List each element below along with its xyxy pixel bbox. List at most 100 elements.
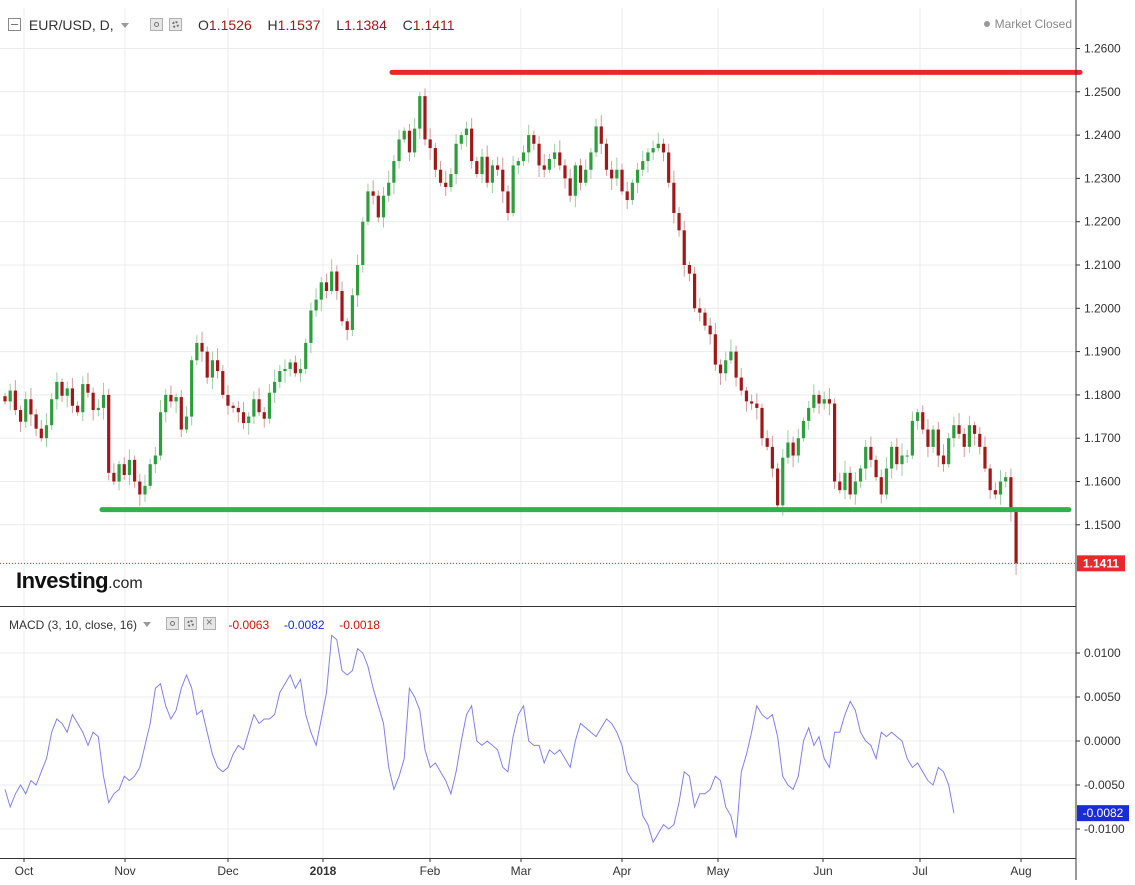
chevron-down-icon[interactable] — [143, 622, 152, 627]
x-tick-label: Nov — [114, 864, 135, 878]
high-label: H — [267, 17, 278, 33]
candle-body — [241, 412, 246, 424]
candle-body — [397, 139, 401, 162]
x-tick-label: Mar — [511, 864, 532, 878]
candle-body — [81, 384, 85, 413]
candle-body — [143, 485, 147, 495]
macd-value-2: -0.0082 — [283, 618, 325, 632]
candle-body — [314, 299, 318, 311]
candle-body — [703, 312, 707, 326]
candle-body — [578, 165, 583, 183]
candle-body — [293, 362, 297, 374]
candle-body — [117, 464, 121, 482]
candle-body — [304, 342, 308, 369]
macd-value-3: -0.0018 — [339, 618, 380, 632]
candle-body — [8, 390, 12, 402]
low-label: L — [336, 17, 345, 33]
candle-body — [781, 457, 785, 506]
candle-body — [226, 394, 230, 406]
candle-body — [490, 165, 494, 183]
candle-body — [884, 468, 889, 495]
candle-body — [184, 416, 189, 430]
candle-body — [330, 271, 334, 291]
candle-body — [604, 143, 609, 170]
candle-body — [158, 412, 163, 456]
candle-body — [796, 438, 800, 456]
candle-body — [729, 351, 733, 361]
candle-body — [387, 182, 391, 196]
candle-body — [713, 334, 717, 365]
candle-body — [267, 392, 272, 419]
gear-icon[interactable] — [184, 617, 198, 630]
candle-body — [775, 468, 780, 506]
candle-body — [371, 191, 375, 196]
candle-body — [361, 221, 365, 265]
candle-body — [319, 282, 323, 300]
candle-body — [75, 405, 80, 413]
candle-body — [677, 213, 681, 231]
candle-body — [278, 371, 282, 382]
collapse-icon[interactable] — [8, 18, 21, 31]
visibility-icon[interactable] — [166, 617, 180, 630]
candle-body — [50, 399, 54, 426]
candle-body — [817, 394, 821, 404]
candle-body — [309, 310, 313, 343]
candle-body — [708, 325, 712, 335]
candle-body — [812, 394, 816, 408]
candle-body — [257, 399, 261, 413]
symbol-label[interactable]: EUR/USD, D, — [28, 17, 114, 33]
macd-value-1: -0.0063 — [228, 618, 270, 632]
candle-body — [620, 169, 624, 192]
candle-body — [993, 490, 997, 495]
candle-body — [693, 273, 697, 309]
close-icon[interactable]: × — [202, 615, 216, 630]
candle-body — [542, 165, 546, 170]
candle-body — [1014, 509, 1018, 564]
candle-body — [65, 388, 69, 396]
candle-body — [931, 429, 935, 447]
candle-body — [444, 182, 448, 188]
candle-body — [864, 446, 868, 469]
candle-body — [843, 472, 847, 491]
candle-body — [236, 407, 240, 413]
candle-body — [978, 433, 982, 447]
candle-body — [921, 412, 925, 430]
candle-body — [345, 321, 349, 330]
candle-body — [3, 396, 7, 402]
candle-body — [558, 152, 562, 166]
y-tick-label: 1.1800 — [1084, 388, 1121, 402]
candle-body — [630, 182, 634, 201]
candle-body — [770, 446, 774, 469]
candle-body — [858, 468, 863, 482]
candle-body — [288, 362, 292, 369]
close-label: C — [402, 17, 413, 33]
candle-body — [589, 152, 593, 170]
gear-icon[interactable] — [169, 18, 183, 31]
x-tick-label: 2018 — [310, 864, 337, 878]
candle-body — [273, 381, 277, 393]
candle-body — [879, 477, 883, 495]
candle-body — [355, 265, 360, 296]
candle-body — [936, 429, 940, 456]
open-label: O — [198, 17, 209, 33]
candle-body — [957, 425, 961, 434]
candle-body — [594, 126, 598, 153]
y-tick-label: 1.2100 — [1084, 258, 1121, 272]
candle-body — [221, 371, 225, 395]
chevron-down-icon[interactable] — [120, 23, 129, 28]
candle-body — [584, 169, 588, 183]
candle-body — [381, 195, 386, 218]
candle-body — [760, 407, 764, 439]
candle-body — [1004, 477, 1008, 482]
candle-body — [55, 381, 59, 400]
macd-value-tag — [1077, 805, 1129, 822]
macd-tick-label: -0.0100 — [1084, 822, 1125, 836]
macd-label[interactable]: MACD (3, 10, close, 16) — [9, 618, 138, 632]
candle-body — [495, 165, 500, 170]
visibility-icon[interactable] — [150, 18, 164, 31]
candle-body — [122, 464, 126, 476]
x-tick-label: Apr — [613, 864, 632, 878]
candle-body — [853, 481, 857, 495]
